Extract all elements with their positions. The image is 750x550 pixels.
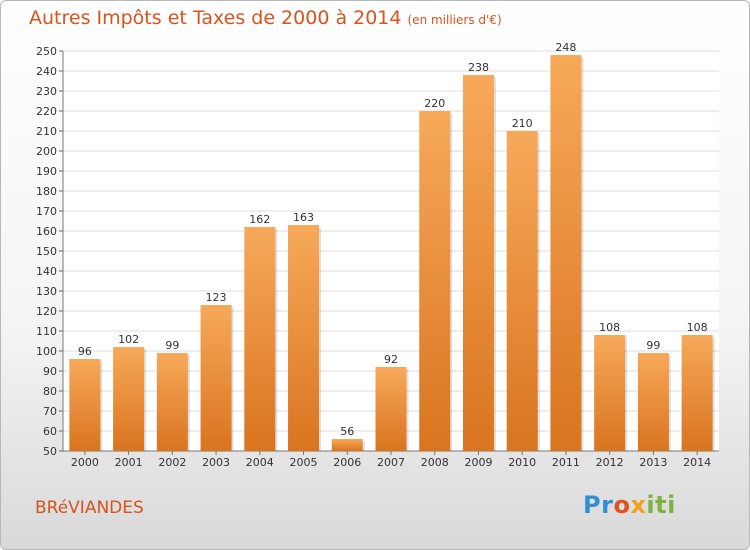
bar-value-label: 108 [687, 321, 708, 334]
y-tick-label: 140 [36, 265, 57, 278]
logo-part-3: x [630, 491, 647, 519]
y-tick-label: 230 [36, 85, 57, 98]
bar-value-label: 123 [206, 291, 227, 304]
bar-value-label: 162 [249, 213, 270, 226]
y-tick-label: 60 [43, 425, 57, 438]
proxiti-logo: Proxiti [583, 491, 676, 519]
x-tick-label: 2009 [464, 456, 492, 469]
y-tick-label: 250 [36, 45, 57, 58]
x-tick-label: 2007 [377, 456, 405, 469]
x-tick-label: 2010 [508, 456, 536, 469]
x-tick-label: 2001 [115, 456, 143, 469]
y-tick-label: 240 [36, 65, 57, 78]
x-tick-label: 2006 [333, 456, 361, 469]
bar [288, 225, 320, 451]
y-tick-label: 200 [36, 145, 57, 158]
y-tick-label: 180 [36, 185, 57, 198]
bar [462, 75, 494, 451]
x-tick-label: 2002 [158, 456, 186, 469]
y-tick-label: 80 [43, 385, 57, 398]
y-tick-label: 130 [36, 285, 57, 298]
y-tick-label: 220 [36, 105, 57, 118]
chart-title-text: Autres Impôts et Taxes de 2000 à 2014 [29, 7, 402, 29]
x-tick-label: 2014 [683, 456, 711, 469]
bar [550, 55, 582, 451]
bar [69, 359, 101, 451]
y-tick-label: 90 [43, 365, 57, 378]
y-tick-label: 150 [36, 245, 57, 258]
x-tick-label: 2003 [202, 456, 230, 469]
bar [113, 347, 145, 451]
x-tick-label: 2008 [421, 456, 449, 469]
y-tick-label: 210 [36, 125, 57, 138]
bar [156, 353, 188, 451]
bar [506, 131, 538, 451]
bar-value-label: 210 [512, 117, 533, 130]
chart-title: Autres Impôts et Taxes de 2000 à 2014 (en… [29, 7, 502, 29]
bar [375, 367, 407, 451]
bar-value-label: 163 [293, 211, 314, 224]
y-tick-label: 50 [43, 445, 57, 458]
x-tick-label: 2004 [246, 456, 274, 469]
bar-value-label: 56 [340, 425, 354, 438]
bar-value-label: 108 [599, 321, 620, 334]
bar-value-label: 238 [468, 61, 489, 74]
bar [331, 439, 363, 451]
commune-name: BRéVIANDES [35, 498, 144, 518]
y-tick-label: 110 [36, 325, 57, 338]
bar-value-label: 220 [424, 97, 445, 110]
x-tick-label: 2013 [639, 456, 667, 469]
bar [200, 305, 232, 451]
x-tick-label: 2000 [71, 456, 99, 469]
bar-value-label: 99 [165, 339, 179, 352]
bar-value-label: 96 [78, 345, 92, 358]
bar-value-label: 99 [646, 339, 660, 352]
x-tick-label: 2011 [552, 456, 580, 469]
x-tick-label: 2005 [290, 456, 318, 469]
y-tick-label: 170 [36, 205, 57, 218]
y-tick-label: 160 [36, 225, 57, 238]
bar [681, 335, 713, 451]
bar-value-label: 248 [555, 41, 576, 54]
y-tick-label: 190 [36, 165, 57, 178]
bar [637, 353, 669, 451]
logo-part-2: o [613, 491, 631, 519]
y-tick-label: 120 [36, 305, 57, 318]
bar [594, 335, 626, 451]
y-tick-label: 70 [43, 405, 57, 418]
logo-part-1: Pr [583, 491, 614, 519]
logo-part-4: iti [646, 491, 676, 519]
y-tick-label: 100 [36, 345, 57, 358]
bar-value-label: 92 [384, 353, 398, 366]
bar [244, 227, 276, 451]
bar [419, 111, 451, 451]
x-tick-label: 2012 [596, 456, 624, 469]
bar-value-label: 102 [118, 333, 139, 346]
chart-unit: (en milliers d'€) [407, 13, 502, 27]
